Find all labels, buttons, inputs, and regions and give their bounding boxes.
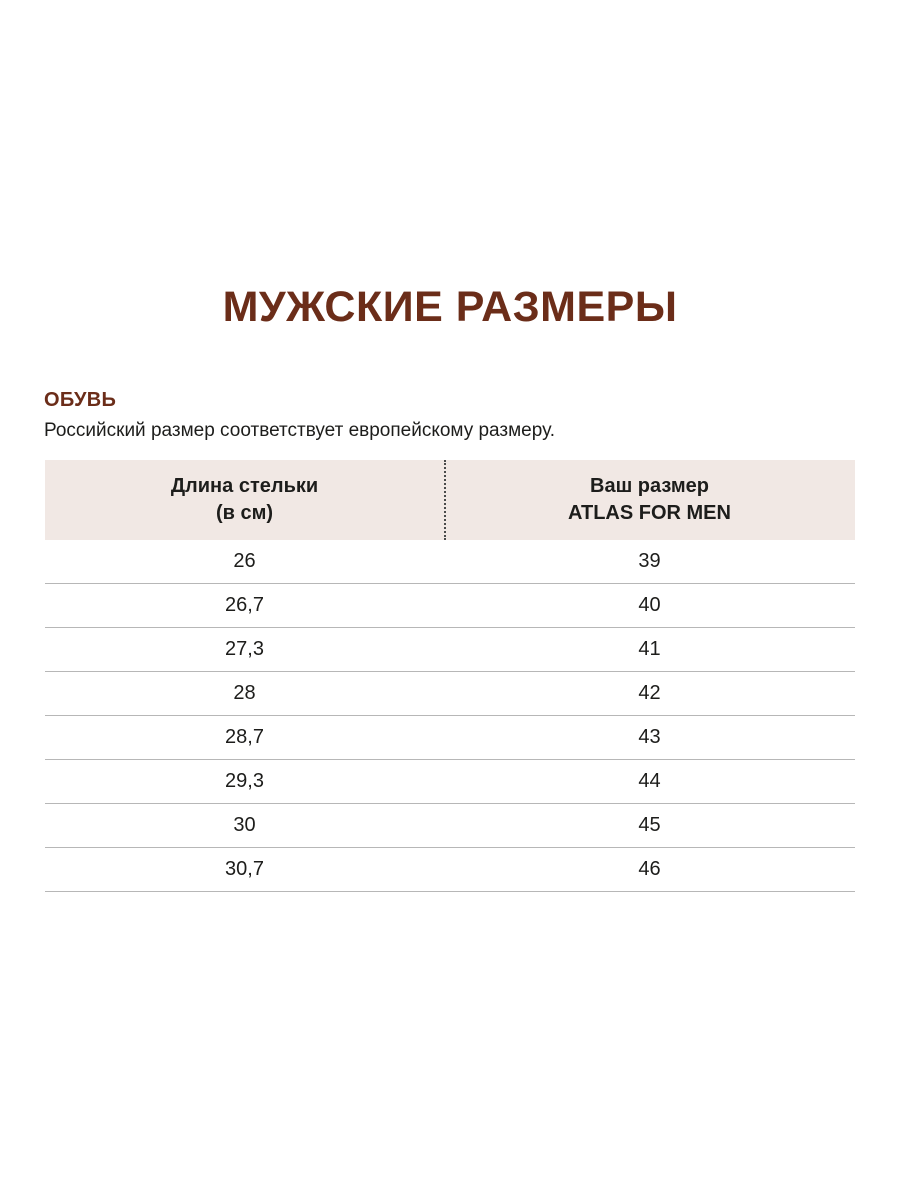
cell-insole-length: 29,3 (225, 770, 264, 792)
cell-insole-length: 26,7 (225, 594, 264, 616)
cell-size: 40 (638, 594, 661, 616)
table-row: 26 39 (45, 540, 855, 584)
cell-insole-length: 28,7 (225, 726, 264, 748)
cell-insole-length: 26 (233, 550, 256, 572)
table-row: 28,7 43 (45, 716, 855, 760)
cell-size: 45 (638, 814, 661, 836)
cell-insole-length: 27,3 (225, 638, 264, 660)
header-cell-insole-length: Длина стельки (в см) (45, 460, 444, 540)
table-row: 30 45 (45, 804, 855, 848)
table-row: 27,3 41 (45, 628, 855, 672)
cell-size: 43 (638, 726, 661, 748)
header-insole-line2: (в см) (215, 502, 274, 524)
section-heading: ОБУВЬ (44, 389, 117, 411)
header-insole-line1: Длина стельки (170, 475, 319, 497)
header-cell-your-size: Ваш размер ATLAS FOR MEN (444, 460, 855, 540)
table-row: 29,3 44 (45, 760, 855, 804)
cell-size: 39 (638, 550, 661, 572)
cell-size: 42 (638, 682, 661, 704)
cell-insole-length: 30 (233, 814, 256, 836)
note-text: Российский размер соответствует европейс… (44, 420, 555, 441)
header-size-line1: Ваш размер (590, 475, 709, 497)
size-table: Длина стельки (в см) Ваш размер ATLAS FO… (45, 460, 855, 892)
cell-size: 44 (638, 770, 661, 792)
page-title: МУЖСКИЕ РАЗМЕРЫ (222, 283, 678, 331)
cell-size: 46 (638, 858, 661, 880)
header-dotted-divider (444, 460, 446, 540)
table-row: 28 42 (45, 672, 855, 716)
cell-insole-length: 28 (233, 682, 256, 704)
table-header: Длина стельки (в см) Ваш размер ATLAS FO… (45, 460, 855, 540)
cell-size: 41 (638, 638, 661, 660)
table-row: 26,7 40 (45, 584, 855, 628)
table-row: 30,7 46 (45, 848, 855, 892)
cell-insole-length: 30,7 (225, 858, 264, 880)
header-size-line2: ATLAS FOR MEN (568, 502, 731, 524)
